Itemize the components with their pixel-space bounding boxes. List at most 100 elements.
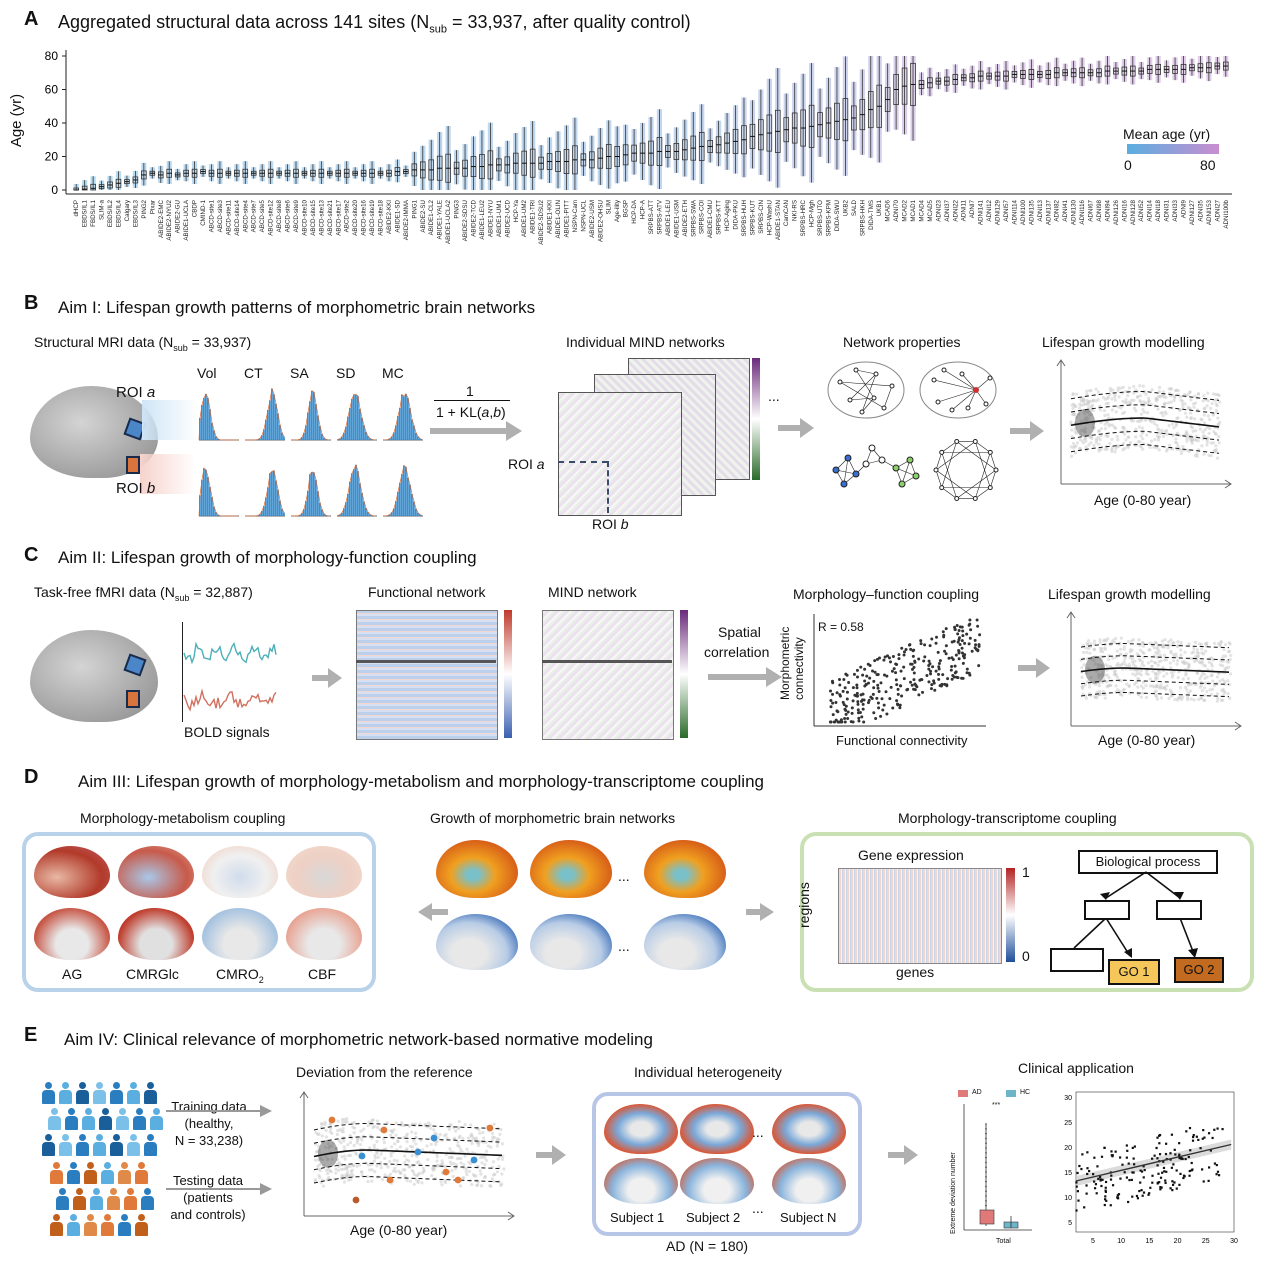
tree-arrowhead: [1100, 892, 1110, 900]
growth-point: [483, 1156, 487, 1160]
clinical-point: [1075, 1209, 1078, 1212]
growth-point: [1125, 682, 1129, 686]
growth-point: [1114, 684, 1118, 688]
hist-bar: [347, 416, 349, 440]
growth-point: [1217, 435, 1221, 439]
growth-point: [408, 1179, 413, 1183]
growth-point: [1134, 680, 1139, 685]
growth-point: [1116, 405, 1120, 409]
growth-point: [1121, 662, 1125, 666]
net-edge: [974, 452, 991, 499]
coupling-point: [900, 646, 904, 650]
net-node: [935, 399, 941, 405]
coupling-point: [876, 701, 880, 705]
coupling-point: [847, 680, 851, 684]
site-label: ADNI18: [1155, 199, 1162, 221]
mind-colorbar: [752, 358, 760, 480]
net-brain-outline-2: [919, 361, 997, 419]
coupling-point: [970, 649, 974, 653]
growth-point: [433, 1131, 437, 1135]
coupling-point: [841, 700, 845, 704]
site-label: ADNI52: [1138, 199, 1145, 221]
hist-bar: [205, 393, 207, 440]
growth-point: [1201, 399, 1205, 403]
growth-point: [1138, 648, 1143, 652]
growth-point: [1190, 651, 1194, 655]
metabolism-brain: [202, 846, 278, 898]
ad-outlier: [985, 1123, 987, 1125]
coupling-point: [976, 648, 980, 652]
growth-point: [1108, 441, 1112, 446]
hist-bar: [261, 435, 263, 440]
person-body-icon: [65, 1116, 78, 1130]
coupling-point: [843, 720, 847, 724]
growth-point: [1226, 650, 1231, 654]
clinical-point: [1103, 1146, 1106, 1149]
person-head-icon: [130, 1082, 137, 1089]
growth-point: [484, 1140, 488, 1144]
growth-point: [358, 1142, 363, 1147]
growth-point: [1176, 675, 1180, 680]
coupling-point: [896, 703, 900, 707]
clinical-point: [1100, 1184, 1103, 1188]
growth-point: [340, 1117, 345, 1122]
coupling-point: [838, 694, 842, 698]
clinical-point: [1165, 1170, 1168, 1173]
coupling-point: [968, 618, 972, 622]
metabolism-brain: [34, 846, 110, 898]
clinical-point: [1104, 1198, 1107, 1201]
clinical-point: [1125, 1144, 1128, 1147]
site-label: ABIDE2-SU: [420, 200, 427, 233]
growth-point: [1189, 398, 1193, 402]
site-label: ABIDE1-UM2: [521, 199, 528, 237]
go2-box: GO 2: [1174, 957, 1224, 983]
growth-point: [1097, 689, 1102, 694]
growth-point: [1124, 389, 1128, 394]
growth-point: [1141, 686, 1145, 690]
growth-point: [432, 1128, 436, 1132]
coupling-point: [863, 679, 867, 683]
growth-point: [416, 1179, 420, 1183]
growth-point: [1157, 448, 1161, 452]
growth-point: [1200, 651, 1204, 655]
coupling-point: [935, 635, 939, 639]
age-colorbar: [1127, 144, 1219, 154]
growth-point: [1199, 674, 1203, 678]
coupling-point: [852, 672, 856, 676]
growth-point: [1221, 678, 1225, 682]
coupling-point: [929, 687, 933, 691]
person-body-icon: [118, 1222, 131, 1236]
growth-point: [389, 1154, 393, 1158]
coupling-point: [886, 654, 890, 658]
site-label: SRPBS-SWA: [690, 199, 697, 237]
growth-point: [492, 1122, 496, 1126]
hist-bar: [277, 489, 279, 516]
clinical-point: [1125, 1176, 1129, 1179]
growth-point: [1188, 407, 1192, 411]
growth-point: [1124, 398, 1128, 402]
growth-point: [354, 1151, 358, 1155]
site-label: SRPBS-KPM: [826, 200, 833, 236]
growth-point: [1156, 438, 1161, 442]
growth-point: [468, 1161, 473, 1165]
coupling-point: [950, 677, 954, 681]
growth-point: [1209, 454, 1213, 458]
net-node: [840, 480, 848, 488]
growth-point: [1127, 684, 1131, 688]
person-body-icon: [135, 1170, 148, 1184]
growth-point: [1172, 641, 1176, 645]
growth-point: [1115, 663, 1119, 667]
site-label: ADNI129: [995, 199, 1002, 225]
clinical-point: [1086, 1167, 1089, 1170]
formula-den-pre: 1 + KL(: [436, 404, 482, 420]
growth-point: [1157, 390, 1161, 394]
growth-point: [1153, 690, 1157, 694]
coupling-point: [965, 667, 969, 671]
coupling-point: [912, 671, 916, 675]
net-node: [954, 496, 960, 502]
heterogeneity-title: Individual heterogeneity: [634, 1064, 782, 1080]
growth-point: [1200, 444, 1204, 448]
coupling-point: [891, 655, 895, 659]
coupling-point: [909, 647, 913, 651]
y-tick-label: 20: [45, 150, 59, 164]
